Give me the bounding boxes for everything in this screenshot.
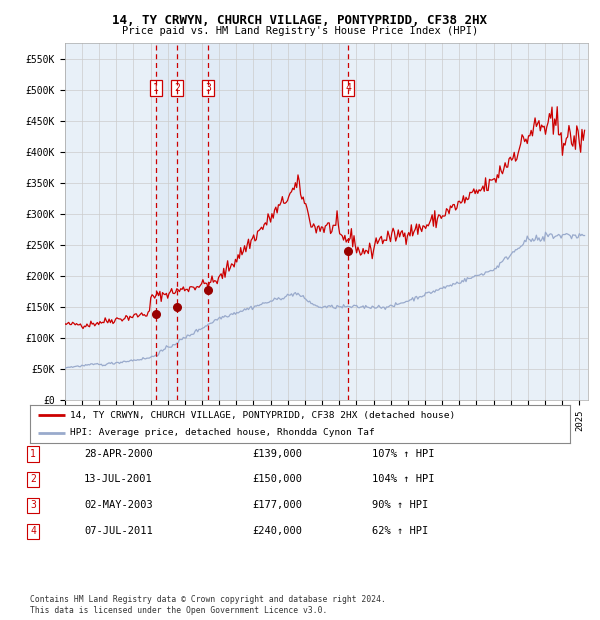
Text: Contains HM Land Registry data © Crown copyright and database right 2024.: Contains HM Land Registry data © Crown c…: [30, 595, 386, 604]
Text: 28-APR-2000: 28-APR-2000: [84, 449, 153, 459]
Text: 1: 1: [153, 83, 159, 93]
Text: 107% ↑ HPI: 107% ↑ HPI: [372, 449, 434, 459]
Bar: [156, 43, 348, 400]
Text: 4: 4: [345, 83, 351, 93]
Text: £150,000: £150,000: [252, 474, 302, 484]
Text: 2: 2: [174, 83, 180, 93]
Text: 3: 3: [205, 83, 211, 93]
Text: 4: 4: [30, 526, 36, 536]
Text: 2: 2: [30, 474, 36, 484]
Text: This data is licensed under the Open Government Licence v3.0.: This data is licensed under the Open Gov…: [30, 606, 328, 615]
Text: Price paid vs. HM Land Registry's House Price Index (HPI): Price paid vs. HM Land Registry's House …: [122, 26, 478, 36]
Text: 90% ↑ HPI: 90% ↑ HPI: [372, 500, 428, 510]
Text: 3: 3: [30, 500, 36, 510]
Text: 104% ↑ HPI: 104% ↑ HPI: [372, 474, 434, 484]
Text: HPI: Average price, detached house, Rhondda Cynon Taf: HPI: Average price, detached house, Rhon…: [71, 428, 375, 438]
Text: 14, TY CRWYN, CHURCH VILLAGE, PONTYPRIDD, CF38 2HX (detached house): 14, TY CRWYN, CHURCH VILLAGE, PONTYPRIDD…: [71, 410, 456, 420]
Text: 1: 1: [30, 449, 36, 459]
Text: £139,000: £139,000: [252, 449, 302, 459]
Text: 07-JUL-2011: 07-JUL-2011: [84, 526, 153, 536]
Text: 62% ↑ HPI: 62% ↑ HPI: [372, 526, 428, 536]
Text: 02-MAY-2003: 02-MAY-2003: [84, 500, 153, 510]
Text: 14, TY CRWYN, CHURCH VILLAGE, PONTYPRIDD, CF38 2HX: 14, TY CRWYN, CHURCH VILLAGE, PONTYPRIDD…: [113, 14, 487, 27]
Text: £177,000: £177,000: [252, 500, 302, 510]
Text: 13-JUL-2001: 13-JUL-2001: [84, 474, 153, 484]
Text: £240,000: £240,000: [252, 526, 302, 536]
